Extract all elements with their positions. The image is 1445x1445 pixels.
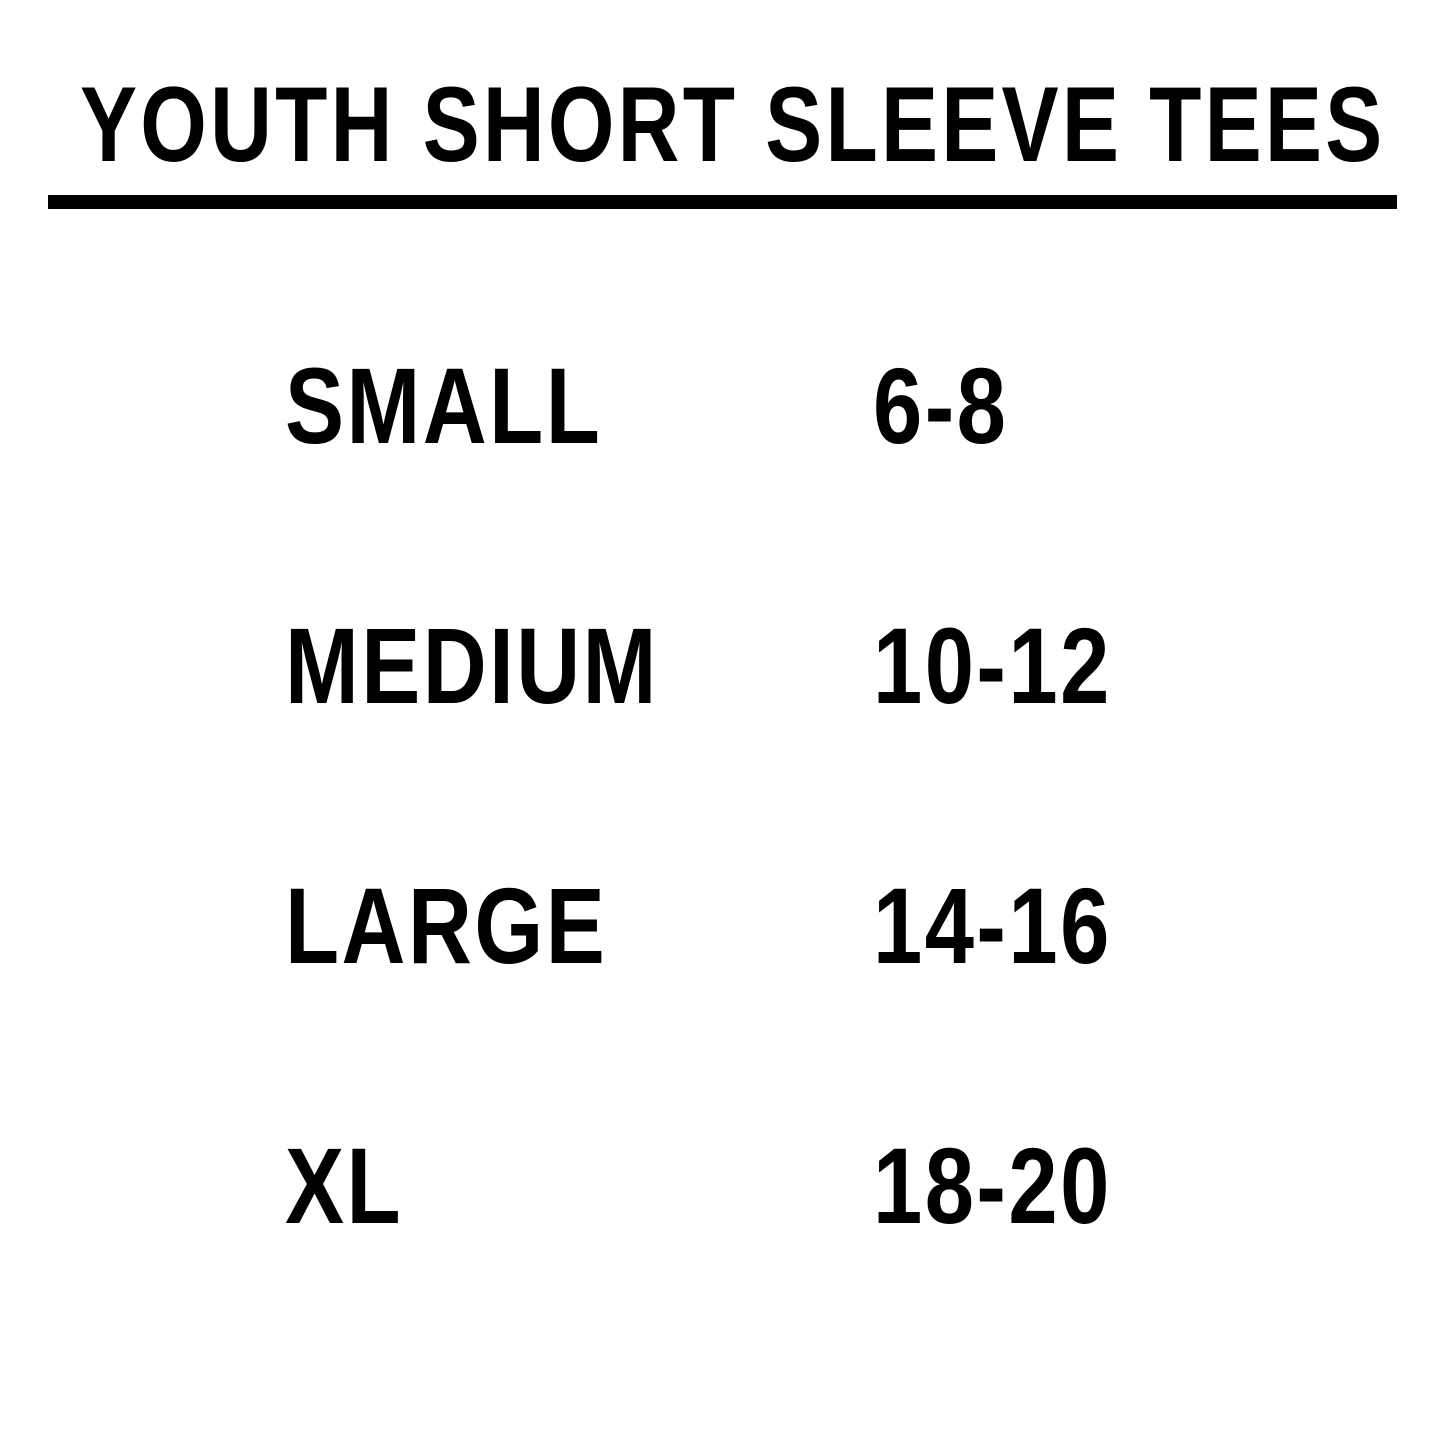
size-range: 14-16 <box>873 865 1112 986</box>
size-label: LARGE <box>285 865 608 986</box>
size-range: 6-8 <box>873 345 1009 466</box>
title-divider <box>48 195 1397 209</box>
page-title: YOUTH SHORT SLEEVE TEES <box>80 64 1386 184</box>
size-label: MEDIUM <box>285 605 659 726</box>
size-range: 18-20 <box>873 1125 1112 1246</box>
size-range: 10-12 <box>873 605 1112 726</box>
size-label: XL <box>285 1125 404 1246</box>
size-label: SMALL <box>285 345 603 466</box>
